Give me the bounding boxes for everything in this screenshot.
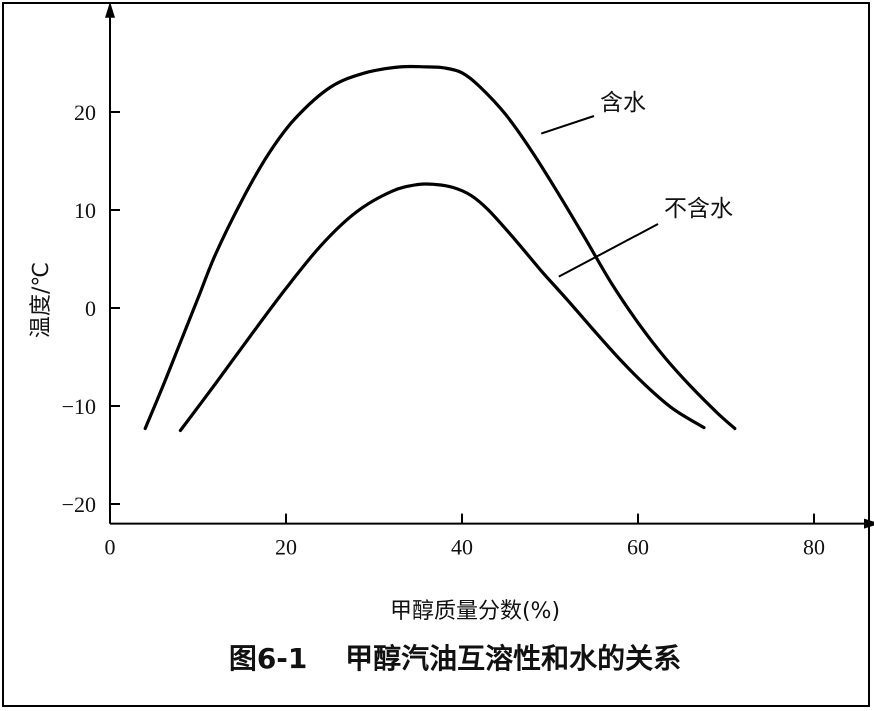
x-axis-arrow <box>864 518 874 529</box>
y-tick-label: 0 <box>85 296 96 321</box>
figure-title: 甲醇汽油互溶性和水的关系 <box>345 642 681 675</box>
leader-line-with-water <box>540 115 595 135</box>
series-line-without-water <box>178 182 706 433</box>
y-axis-label: 温度/℃ <box>29 262 54 338</box>
axes: −20 −10 0 10 20 0 20 40 60 80 <box>62 1 874 560</box>
y-tick-label: −10 <box>62 394 96 419</box>
y-tick-label: 10 <box>74 198 96 223</box>
annotation-label-with-water: 含水 <box>600 90 646 116</box>
series-layer <box>143 64 737 433</box>
x-tick-label: 0 <box>105 535 116 560</box>
y-tick-label: −20 <box>62 492 96 517</box>
series-line-with-water <box>143 64 737 431</box>
x-tick-label: 20 <box>275 535 297 560</box>
leader-line-without-water <box>558 223 659 278</box>
x-tick-label: 60 <box>627 535 649 560</box>
figure-number: 图6-1 <box>229 642 308 675</box>
x-tick-label: 80 <box>803 535 825 560</box>
y-tick-label: 20 <box>74 100 96 125</box>
figure-caption: 图6-1 甲醇汽油互溶性和水的关系 <box>229 642 681 675</box>
x-tick-label: 40 <box>451 535 473 560</box>
annotation-label-without-water: 不含水 <box>664 196 733 222</box>
y-axis-arrow <box>105 1 115 18</box>
x-axis-label: 甲醇质量分数(%) <box>390 599 560 624</box>
